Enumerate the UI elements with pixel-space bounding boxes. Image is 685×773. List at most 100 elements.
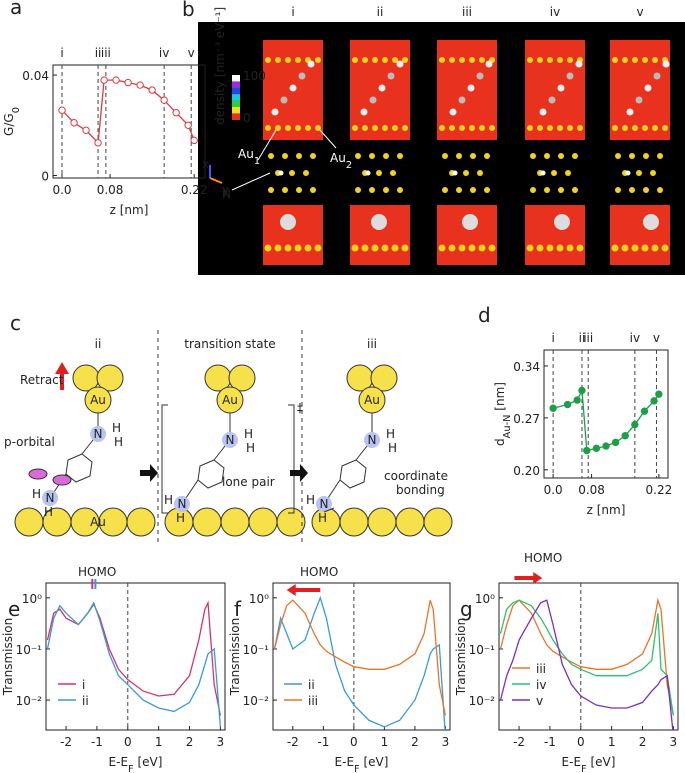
density-map bbox=[437, 40, 497, 140]
step-label: transition state bbox=[184, 337, 275, 351]
au-atom bbox=[372, 125, 378, 131]
plot-frame bbox=[52, 64, 206, 179]
y-axis-label: Transmission bbox=[454, 618, 468, 697]
panel-letter: f bbox=[234, 597, 242, 621]
au-atom bbox=[642, 57, 648, 63]
lattice-atom bbox=[551, 170, 557, 176]
x-axis-label-part: E-E bbox=[335, 755, 355, 769]
molecule-atom bbox=[548, 96, 556, 104]
au-atom bbox=[622, 125, 628, 131]
column-label: i bbox=[291, 5, 294, 19]
au-atom bbox=[276, 507, 306, 537]
colorbar-step bbox=[232, 75, 240, 82]
x-tick-label: 0.08 bbox=[97, 183, 124, 197]
leader bbox=[319, 129, 337, 149]
data-point bbox=[631, 420, 639, 429]
y-tick-label: 0 bbox=[41, 169, 49, 183]
au-atom bbox=[392, 125, 398, 131]
lone-pair-label: lone pair bbox=[222, 475, 275, 489]
panel-letter: a bbox=[10, 0, 22, 19]
data-point bbox=[578, 386, 586, 395]
series-line bbox=[499, 599, 674, 730]
panel-letter: c bbox=[10, 311, 21, 335]
x-tick-label: 0.22 bbox=[181, 183, 208, 197]
coordinate-label: bonding bbox=[396, 483, 445, 497]
legend-label: ii bbox=[308, 678, 315, 692]
au-atom bbox=[362, 57, 368, 63]
au-atom bbox=[294, 244, 302, 252]
au-atom bbox=[469, 125, 475, 131]
lattice-atom bbox=[369, 153, 375, 159]
p-orbital bbox=[28, 468, 48, 480]
bond bbox=[213, 445, 226, 461]
plot-frame bbox=[45, 582, 226, 731]
lattice-atom bbox=[558, 187, 564, 193]
atom-label-part: 1 bbox=[254, 156, 260, 167]
x-tick-label: 2 bbox=[639, 735, 647, 749]
molecule-atom bbox=[485, 60, 493, 68]
atom-label: Au bbox=[364, 393, 380, 407]
au-atom bbox=[96, 364, 124, 392]
molecule-atom bbox=[360, 108, 368, 116]
density-map-zoom bbox=[437, 205, 497, 265]
y-axis-label-part: Transmission bbox=[228, 618, 242, 697]
au-atom bbox=[488, 244, 496, 252]
x-axis-label: z [nm] bbox=[587, 503, 626, 517]
atom-label: H bbox=[306, 493, 315, 507]
lattice-atom bbox=[657, 187, 663, 193]
atom-label-part: Au bbox=[330, 151, 346, 165]
au-atom bbox=[275, 57, 281, 63]
au-atom bbox=[438, 244, 446, 252]
reference-label: v bbox=[188, 46, 195, 60]
molecule-atom bbox=[539, 108, 547, 116]
au-atom bbox=[285, 57, 291, 63]
panel-letter: e bbox=[8, 597, 20, 621]
lattice-atom bbox=[268, 153, 274, 159]
au-atom bbox=[14, 507, 44, 537]
y-tick-label: 0.27 bbox=[513, 412, 540, 426]
data-point bbox=[592, 444, 601, 453]
x-axis-label-part: E-E bbox=[109, 755, 129, 769]
au-atom bbox=[641, 244, 649, 252]
lattice-atom bbox=[383, 187, 389, 193]
reference-label: ii bbox=[579, 331, 586, 345]
step-label: ii bbox=[95, 337, 102, 351]
molecule-atom-zoom bbox=[554, 214, 570, 230]
panel-letter: g bbox=[460, 597, 473, 621]
lattice-atom bbox=[470, 153, 476, 159]
density-map-zoom bbox=[350, 205, 410, 265]
molecule-atom-zoom bbox=[643, 214, 659, 230]
x-tick-label: 1 bbox=[381, 735, 389, 749]
lattice-atom bbox=[369, 187, 375, 193]
au-atom bbox=[661, 244, 669, 252]
molecule-atom bbox=[644, 84, 652, 92]
molecule-atom bbox=[387, 72, 395, 80]
y-tick-label: 10⁰ bbox=[475, 592, 495, 606]
au-atom bbox=[612, 125, 618, 131]
data-point bbox=[100, 76, 108, 84]
au-atom bbox=[459, 57, 465, 63]
data-point bbox=[549, 404, 557, 412]
molecule-atom bbox=[280, 96, 288, 104]
series-line bbox=[46, 600, 222, 716]
lattice-atom bbox=[282, 153, 288, 159]
molecule-atom bbox=[557, 84, 565, 92]
atom-label: N bbox=[320, 497, 329, 511]
au-atom bbox=[631, 244, 639, 252]
step-arrow bbox=[140, 464, 158, 482]
au-atom bbox=[362, 125, 368, 131]
molecule-atom-zoom bbox=[280, 214, 296, 230]
atom-label: H bbox=[176, 511, 185, 525]
lattice-atom bbox=[484, 153, 490, 159]
chart-e: e -2 -1 0 1 2 3 10⁻² 10⁻¹ 10⁰ E-EF [eV] Transmissio… bbox=[1, 565, 226, 773]
column-label: v bbox=[636, 5, 643, 19]
data-point bbox=[148, 86, 156, 94]
au-atom bbox=[612, 57, 618, 63]
au-atom bbox=[381, 244, 389, 252]
lattice-atom bbox=[296, 153, 302, 159]
au-atom bbox=[402, 125, 408, 131]
lattice-atom bbox=[650, 170, 656, 176]
